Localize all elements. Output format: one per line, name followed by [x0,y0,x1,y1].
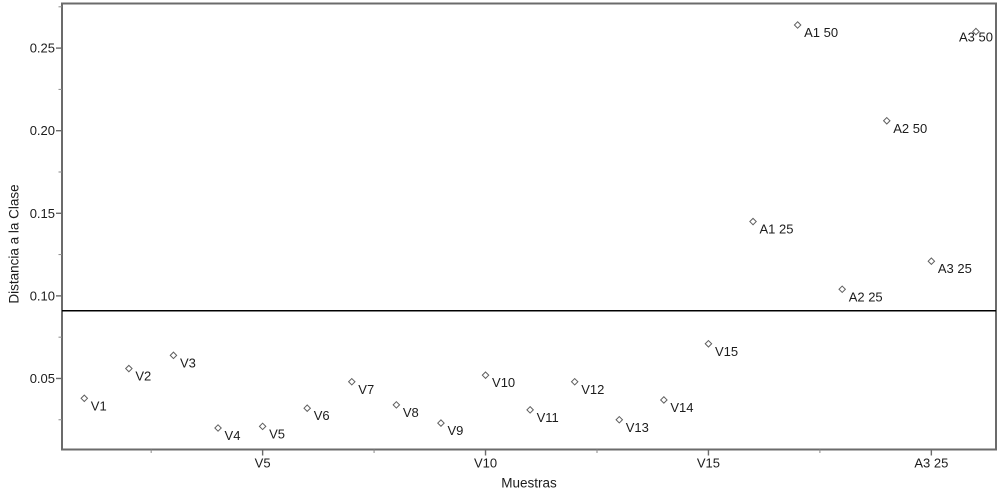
data-point-label: A1 25 [760,222,794,237]
data-point-label: V13 [626,420,649,435]
y-axis-title: Distancia a la Clase [6,184,22,304]
data-point-label: V15 [715,344,738,359]
data-point-marker [214,424,222,432]
data-point-label: V2 [135,369,151,384]
data-point-marker [481,371,490,380]
data-point-label: V10 [492,375,515,390]
data-point-marker [392,400,401,409]
x-tick-label: A3 25 [914,456,948,471]
x-tick-label: V15 [697,456,720,471]
data-point-marker [882,116,891,125]
data-point-marker [526,405,535,414]
data-point-label: A2 50 [893,121,927,136]
data-point-marker [347,377,356,386]
data-point-label: V6 [314,408,330,423]
data-point-marker [749,217,757,226]
data-point-label: A3 50 [959,30,993,45]
data-point-label: V5 [269,426,285,441]
x-tick-label: V5 [255,456,271,471]
data-point-label: V4 [225,428,241,443]
data-point-marker [838,285,847,294]
data-point-marker [704,339,713,348]
data-point-label: V11 [537,410,559,425]
data-point-marker [927,257,936,266]
data-point-label: V3 [180,355,196,370]
x-axis-title: Muestras [501,475,557,491]
x-tick-label: V10 [474,456,497,471]
data-point-marker [303,404,312,413]
plot-border [61,2,997,451]
y-tick-label: 0.10 [30,288,55,303]
data-point-label: A2 25 [849,289,883,304]
data-point-label: V7 [358,382,374,397]
data-point-label: V1 [91,398,107,413]
data-point-marker [972,27,980,36]
data-point-label: V9 [447,423,463,438]
data-point-marker [615,415,624,424]
y-tick-label: 0.25 [30,41,55,56]
data-point-label: V8 [403,405,419,420]
data-point-marker [124,364,133,373]
data-point-label: A3 25 [938,261,972,276]
y-tick-label: 0.20 [30,123,55,138]
data-point-marker [793,21,802,29]
y-tick-label: 0.05 [30,371,55,386]
data-point-label: A1 50 [804,25,838,40]
data-point-marker [80,394,89,403]
y-tick-label: 0.15 [30,206,55,221]
data-point-marker [437,419,445,427]
data-point-label: V14 [670,400,693,415]
data-point-marker [570,377,579,386]
data-point-marker [258,422,267,431]
data-point-label: V12 [581,382,604,397]
data-point-marker [169,351,178,360]
data-point-marker [659,396,668,404]
